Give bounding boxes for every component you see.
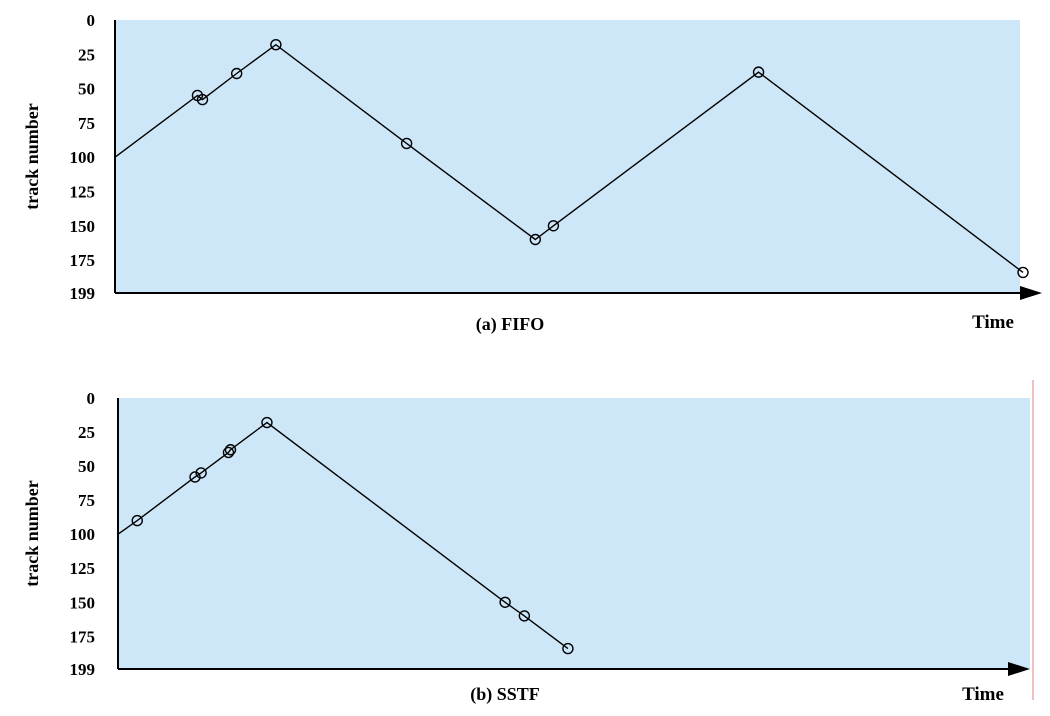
y-tick-label: 75 (78, 114, 95, 133)
y-tick-label: 125 (70, 182, 96, 201)
data-point (189, 471, 201, 483)
data-point (196, 93, 209, 106)
data-point (529, 233, 542, 246)
data-point (270, 38, 282, 51)
y-tick-label: 25 (78, 45, 95, 64)
data-point (752, 66, 765, 78)
y-tick-label: 199 (70, 284, 96, 303)
series-line (117, 421, 569, 650)
plot-area (115, 20, 1020, 293)
y-tick-label: 0 (87, 389, 96, 408)
y-tick-label: 50 (78, 457, 95, 476)
chart-sstf: 0 25 50 75 100 125 150 175 199 track number (b) SS… (22, 380, 1034, 705)
data-point (562, 642, 574, 655)
y-tick-label: 125 (70, 559, 96, 578)
y-tick-label: 150 (70, 593, 96, 612)
y-axis-title: track number (22, 103, 42, 210)
data-point (230, 67, 243, 80)
y-tick-label: 25 (78, 423, 95, 442)
data-point (499, 596, 511, 608)
chart-fifo: 0 25 50 75 100 125 150 175 199 track number (a) FI… (22, 11, 1042, 335)
data-point (518, 610, 531, 622)
data-point (261, 416, 273, 429)
y-tick-label: 175 (70, 251, 96, 270)
series-line (114, 43, 1024, 273)
plot-area (118, 398, 1030, 669)
x-axis-title: Time (972, 312, 1014, 333)
y-tick-label: 150 (70, 217, 96, 236)
y-tick-label: 100 (70, 525, 96, 544)
data-point (224, 444, 237, 456)
data-point (400, 137, 413, 150)
data-point (1017, 266, 1029, 279)
x-axis-arrow (1020, 286, 1042, 300)
y-tick-label: 50 (78, 80, 95, 99)
x-axis-title: Time (962, 684, 1004, 705)
y-tick-label: 0 (87, 11, 96, 30)
x-axis-arrow (1008, 662, 1030, 676)
data-point (195, 467, 207, 479)
data-point (131, 514, 143, 527)
data-point (547, 220, 560, 232)
y-tick-label: 199 (70, 660, 96, 679)
y-tick-label: 75 (78, 491, 95, 510)
y-tick-label: 175 (70, 627, 96, 646)
y-tick-label: 100 (70, 148, 96, 167)
data-point (222, 446, 235, 459)
chart-caption: (a) FIFO (476, 314, 544, 335)
y-axis-title: track number (22, 480, 42, 587)
chart-caption: (b) SSTF (470, 684, 540, 705)
